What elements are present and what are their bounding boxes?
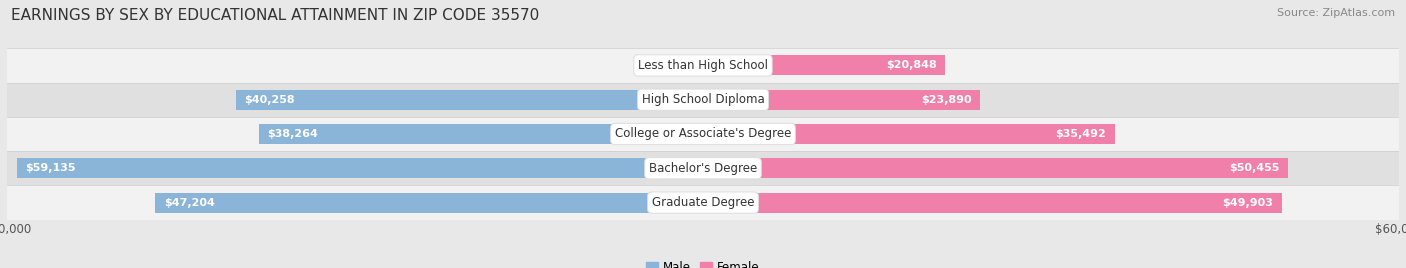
Text: $47,204: $47,204 bbox=[165, 198, 215, 208]
Bar bbox=[7, 151, 1399, 185]
Bar bbox=[703, 124, 1115, 144]
Text: Bachelor's Degree: Bachelor's Degree bbox=[650, 162, 756, 175]
Text: Less than High School: Less than High School bbox=[638, 59, 768, 72]
Bar bbox=[703, 55, 945, 75]
Bar bbox=[703, 90, 980, 110]
Bar bbox=[703, 193, 1282, 213]
Bar bbox=[7, 83, 1399, 117]
Bar bbox=[703, 158, 1288, 178]
Bar bbox=[7, 117, 1399, 151]
Bar bbox=[259, 124, 703, 144]
Text: $23,890: $23,890 bbox=[921, 95, 972, 105]
Text: $38,264: $38,264 bbox=[267, 129, 318, 139]
Text: Graduate Degree: Graduate Degree bbox=[652, 196, 754, 209]
Bar bbox=[236, 90, 703, 110]
Bar bbox=[7, 48, 1399, 83]
Text: $40,258: $40,258 bbox=[245, 95, 295, 105]
Text: High School Diploma: High School Diploma bbox=[641, 93, 765, 106]
Text: $20,848: $20,848 bbox=[886, 60, 936, 70]
Text: EARNINGS BY SEX BY EDUCATIONAL ATTAINMENT IN ZIP CODE 35570: EARNINGS BY SEX BY EDUCATIONAL ATTAINMEN… bbox=[11, 8, 540, 23]
Text: $59,135: $59,135 bbox=[25, 163, 76, 173]
Legend: Male, Female: Male, Female bbox=[641, 256, 765, 268]
Text: College or Associate's Degree: College or Associate's Degree bbox=[614, 128, 792, 140]
Bar bbox=[156, 193, 703, 213]
Bar bbox=[7, 185, 1399, 220]
Text: $0: $0 bbox=[682, 60, 697, 70]
Text: $50,455: $50,455 bbox=[1229, 163, 1279, 173]
Text: $49,903: $49,903 bbox=[1223, 198, 1274, 208]
Text: $35,492: $35,492 bbox=[1056, 129, 1107, 139]
Text: Source: ZipAtlas.com: Source: ZipAtlas.com bbox=[1277, 8, 1395, 18]
Bar bbox=[17, 158, 703, 178]
